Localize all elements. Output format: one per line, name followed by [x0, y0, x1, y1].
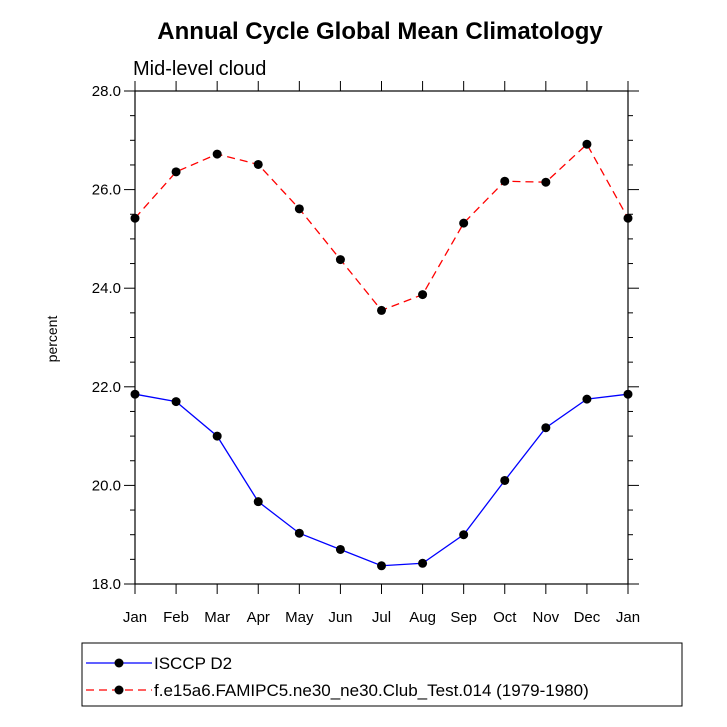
series-1-point	[623, 389, 633, 399]
series-2-point	[130, 213, 140, 223]
series-1-point	[459, 530, 469, 540]
chart-title: Annual Cycle Global Mean Climatology	[157, 18, 603, 45]
series-1-point	[541, 423, 551, 433]
series-2-point	[582, 139, 592, 149]
series-2-point	[459, 218, 469, 228]
x-tick-label: Jan	[616, 609, 640, 626]
series-1-point	[253, 497, 263, 507]
plot-frame	[134, 90, 629, 585]
series-2-point	[500, 176, 510, 186]
x-tick-label: Oct	[493, 609, 517, 626]
y-tick-label: 24.0	[92, 280, 121, 297]
series-2-point	[623, 213, 633, 223]
series-1-point	[377, 561, 386, 571]
x-tick-label: Jul	[372, 609, 391, 626]
x-tick-label: Feb	[163, 609, 189, 626]
y-axis-label: percent	[44, 316, 60, 363]
y-tick-label: 18.0	[92, 576, 121, 593]
series-1-point	[582, 394, 592, 404]
x-tick-label: Sep	[450, 609, 477, 626]
x-tick-label: Jun	[328, 609, 352, 626]
series-1-point	[418, 558, 428, 568]
series-line-1	[134, 393, 629, 567]
series-2-point	[377, 305, 386, 315]
x-tick-label: Jan	[123, 609, 147, 626]
y-tick-label: 26.0	[92, 182, 121, 199]
series-1-point	[500, 475, 510, 485]
legend: ISCCP D2 f.e15a6.FAMIPC5.ne30_ne30.Club_T…	[86, 654, 589, 700]
series-2-point	[335, 255, 345, 265]
series-1-point	[294, 528, 304, 538]
x-tick-label: Dec	[574, 609, 601, 626]
series-line-2	[134, 143, 629, 312]
legend-label-1: ISCCP D2	[154, 654, 232, 673]
y-tick-label: 22.0	[92, 379, 121, 396]
legend-marker-1	[114, 658, 124, 668]
series-1-point	[335, 544, 345, 554]
x-tick-label: Nov	[532, 609, 559, 626]
series-2-point	[541, 177, 551, 187]
series-2-point	[253, 159, 263, 169]
series-1-point	[130, 389, 140, 399]
x-tick-label: Apr	[247, 609, 270, 626]
plot-area: 18.0 20.0 22.0 24.0 26.0 28.0 Jan Feb Mar Apr May J…	[92, 81, 640, 626]
series-2-point	[418, 290, 428, 300]
legend-label-2: f.e15a6.FAMIPC5.ne30_ne30.Club_Test.014 …	[154, 681, 589, 700]
y-tick-label: 20.0	[92, 477, 121, 494]
series-1-point	[212, 431, 222, 441]
legend-marker-2	[114, 685, 124, 695]
legend-box	[81, 642, 683, 707]
series-2-point	[171, 167, 181, 177]
y-tick-label: 28.0	[92, 83, 121, 100]
series-1-point	[171, 397, 181, 407]
series-2-point	[294, 204, 304, 214]
chart-subtitle: Mid-level cloud	[133, 58, 266, 80]
x-tick-label: Aug	[409, 609, 436, 626]
x-tick-label: May	[285, 609, 314, 626]
x-tick-label: Mar	[204, 609, 230, 626]
series-2-point	[212, 149, 222, 159]
